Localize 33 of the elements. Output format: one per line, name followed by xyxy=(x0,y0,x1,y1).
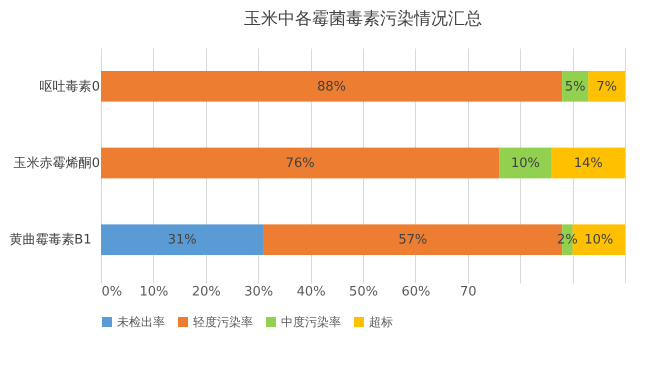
legend-label: 轻度污染率 xyxy=(193,315,253,329)
y-tick-label: 黄曲霉毒素B1 xyxy=(9,232,92,248)
data-label: 10% xyxy=(584,232,614,248)
data-label: 14% xyxy=(574,156,603,171)
x-tick-label: 60% xyxy=(401,284,430,300)
x-tick-label: 50% xyxy=(349,284,378,300)
data-label: 7% xyxy=(596,79,617,94)
y-tick-label: 呕吐毒素 xyxy=(40,79,92,94)
annotation: 0 xyxy=(92,79,100,94)
legend-label: 超标 xyxy=(369,315,393,329)
bar xyxy=(499,148,552,178)
x-tick-label: 0% xyxy=(102,284,122,300)
data-label: 88% xyxy=(317,79,346,94)
data-label: 10% xyxy=(510,156,540,171)
bar xyxy=(552,148,625,178)
legend-label: 未检出率 xyxy=(117,315,165,329)
x-tick-label: 40% xyxy=(296,284,326,300)
x-tick-label: 20% xyxy=(192,284,221,300)
x-tick-label: 70 xyxy=(460,284,477,300)
data-label: 76% xyxy=(286,156,315,171)
x-tick-label: 30% xyxy=(244,284,274,300)
data-label: 57% xyxy=(398,232,428,248)
bar xyxy=(101,224,264,255)
data-label: 31% xyxy=(168,232,197,248)
bar xyxy=(101,148,500,178)
bar xyxy=(588,71,625,102)
annotation: 0 xyxy=(92,156,100,171)
chart-title: 玉米中各霉菌毒素污染情况汇总 xyxy=(244,9,482,29)
y-tick-label: 玉米赤霉烯酮 xyxy=(14,156,92,171)
data-label: 5% xyxy=(564,79,586,94)
bar xyxy=(101,71,562,102)
legend-label: 中度污染率 xyxy=(281,315,341,329)
x-tick-label: 10% xyxy=(139,284,168,300)
